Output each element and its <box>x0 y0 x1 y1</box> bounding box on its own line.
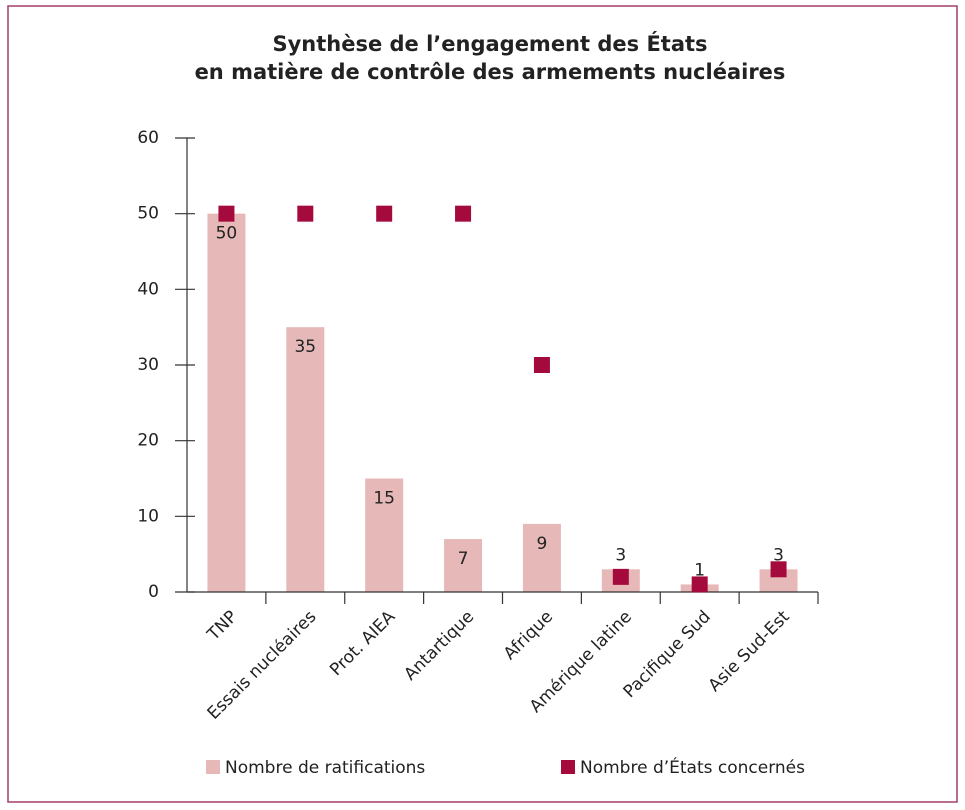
marker <box>691 576 708 593</box>
x-tick-label: Asie Sud-Est <box>705 607 794 696</box>
legend-swatch <box>561 760 575 774</box>
bar <box>207 213 246 592</box>
marker <box>455 205 472 222</box>
y-tick-label: 10 <box>137 506 159 526</box>
x-tick-label: Antartique <box>400 607 478 685</box>
marker <box>770 561 787 578</box>
data-label: 35 <box>294 337 316 357</box>
legend-label: Nombre d’États concernés <box>580 756 805 778</box>
y-tick-label: 40 <box>137 279 159 299</box>
y-tick-label: 50 <box>137 204 159 224</box>
marker <box>218 205 235 222</box>
legend-swatch <box>206 760 220 774</box>
marker <box>297 205 314 222</box>
data-label: 1 <box>694 560 705 580</box>
chart-title: Synthèse de l’engagement des États <box>272 31 707 56</box>
data-label: 7 <box>458 549 469 569</box>
frame <box>7 5 958 803</box>
legend-label: Nombre de ratifications <box>225 758 425 778</box>
x-tick-label: TNP <box>203 607 241 645</box>
data-label: 3 <box>615 545 626 565</box>
chart-title: en matière de contrôle des armements nuc… <box>195 60 786 84</box>
data-label: 9 <box>537 534 548 554</box>
y-tick-label: 30 <box>137 355 159 375</box>
bar <box>286 327 325 592</box>
data-label: 50 <box>216 224 238 244</box>
marker <box>376 205 393 222</box>
marker <box>612 568 629 585</box>
marker <box>533 357 550 373</box>
bar <box>444 539 483 592</box>
bar <box>522 523 561 592</box>
y-tick-label: 20 <box>137 431 159 451</box>
bar <box>759 569 798 592</box>
x-tick-label: Afrique <box>500 607 557 664</box>
y-tick-label: 0 <box>148 582 159 602</box>
y-tick-label: 60 <box>137 128 159 148</box>
bar <box>365 478 404 592</box>
x-tick-label: Prot. AIEA <box>326 607 399 680</box>
data-label: 15 <box>373 489 395 509</box>
data-label: 3 <box>773 545 784 565</box>
